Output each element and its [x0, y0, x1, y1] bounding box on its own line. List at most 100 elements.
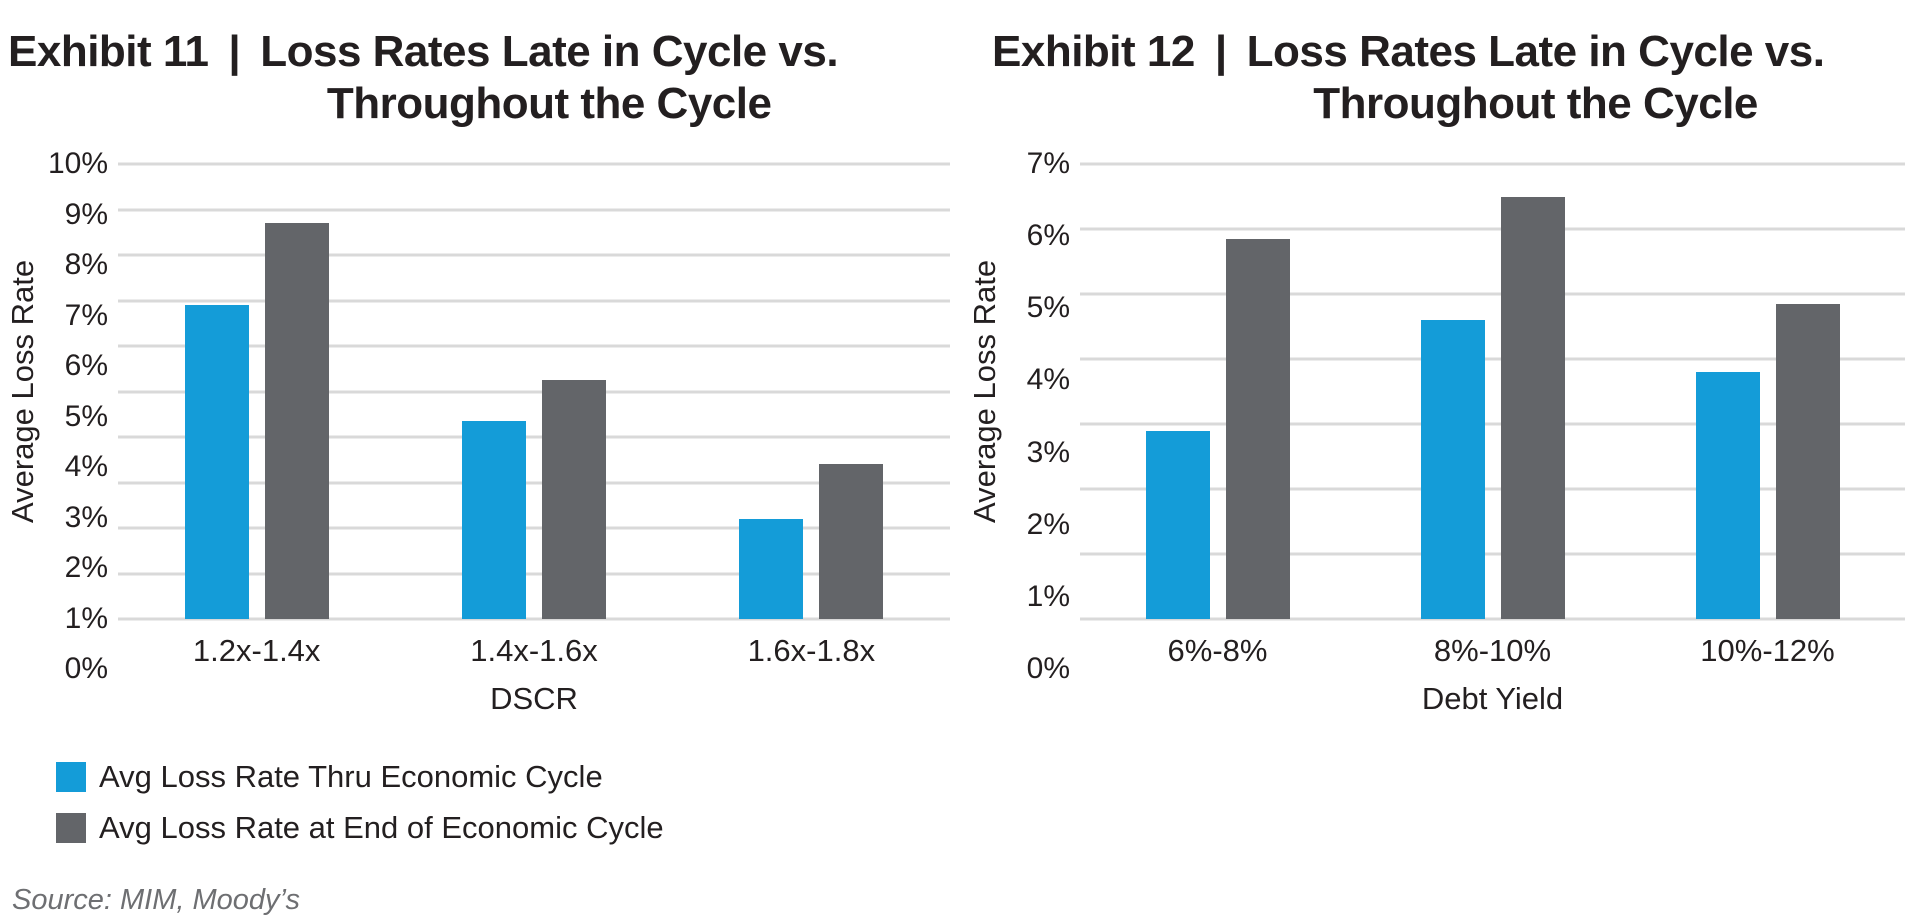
exhibit-12-title: Exhibit 12 | Loss Rates Late in Cycle vs… [962, 26, 1905, 130]
gridline [118, 162, 950, 166]
y-tick-label: 9% [64, 197, 108, 231]
bar-series-1 [1695, 372, 1760, 619]
y-axis-ticks: 10% 9% 8% 7% 6% 5% 4% 3% 2% 1% 0% [46, 147, 118, 685]
bar-group [1080, 164, 1355, 619]
bar-series-2 [1500, 196, 1565, 619]
gridline [1080, 227, 1905, 231]
y-tick-label: 10% [47, 147, 108, 180]
y-tick-label: 0% [64, 652, 108, 685]
y-tick-label: 4% [1026, 363, 1070, 397]
bar-series-1 [1420, 320, 1485, 619]
bar-series-1 [1145, 430, 1210, 619]
plot-area [1080, 162, 1905, 621]
y-tick-label: 7% [64, 298, 108, 332]
y-tick-label: 1% [64, 601, 108, 635]
plot-area [118, 162, 950, 621]
bar-series-1 [184, 305, 249, 619]
x-tick-label: 1.6x-1.8x [747, 633, 876, 668]
y-tick-label: 5% [1026, 291, 1070, 325]
bar-series-2 [264, 223, 329, 619]
y-tick-label: 2% [64, 551, 108, 584]
title-line-2: Throughout the Cycle [326, 79, 772, 128]
x-axis-ticks: 6%-8% 8%-10% 10%-12% [1080, 633, 1905, 669]
x-tick-label: 8%-10% [1433, 633, 1552, 668]
dscr-bar-chart: 10% 9% 8% 7% 6% 5% 4% 3% 2% 1% 0% 1.2x-1.4x 1.4x-1.6… [46, 147, 950, 685]
y-tick-label: 4% [64, 450, 108, 483]
title-separator: | [228, 27, 241, 76]
exhibit-12-panel: Exhibit 12 | Loss Rates Late in Cycle vs… [950, 26, 1913, 846]
legend-label-end-cycle: Avg Loss Rate at End of Economic Cycle [99, 810, 664, 845]
title-line-2: Throughout the Cycle [1313, 79, 1758, 128]
charts-row: Exhibit 11 | Loss Rates Late in Cycle vs… [0, 26, 1913, 846]
y-axis-title: Average Loss Rate [5, 259, 40, 524]
exhibit-12-chart-row: Average Loss Rate 7% 6% 5% 4% 3% 2% 1% 0% 6%-8% 8… [962, 147, 1905, 685]
x-tick-label: 1.2x-1.4x [192, 633, 321, 668]
debt-yield-bar-chart: 7% 6% 5% 4% 3% 2% 1% 0% 6%-8% 8%-10% 10%-12% [1008, 147, 1905, 685]
y-tick-label: 6% [64, 349, 108, 382]
gridline [1080, 487, 1905, 491]
title-line-1: Loss Rates Late in Cycle vs. [260, 27, 839, 76]
bar-group [118, 164, 395, 619]
gridline [118, 526, 950, 530]
x-axis-title: Debt Yield [1421, 681, 1564, 716]
exhibit-11-label: Exhibit 11 [8, 27, 209, 76]
source-note: Source: MIM, Moody’s [12, 884, 300, 916]
y-tick-label: 8% [64, 248, 108, 281]
exhibit-11-panel: Exhibit 11 | Loss Rates Late in Cycle vs… [0, 26, 950, 846]
legend-swatch-end-cycle [56, 813, 86, 843]
y-tick-label: 6% [1026, 219, 1070, 253]
legend-item-end-cycle: Avg Loss Rate at End of Economic Cycle [56, 810, 950, 846]
title-separator: | [1214, 27, 1227, 76]
y-tick-label: 1% [1026, 579, 1070, 613]
gridline [118, 344, 950, 348]
gridline [118, 435, 950, 439]
y-axis-title: Average Loss Rate [967, 259, 1002, 524]
y-tick-label: 2% [1026, 507, 1070, 541]
exhibit-11-title-text: Loss Rates Late in Cycle vs. Throughout … [260, 26, 838, 130]
x-tick-label: 10%-12% [1700, 633, 1835, 668]
bar-group [395, 164, 672, 619]
y-tick-label: 3% [1026, 435, 1070, 469]
plot-column: 6%-8% 8%-10% 10%-12% [1080, 162, 1905, 669]
gridline [1080, 162, 1905, 166]
gridline [1080, 552, 1905, 556]
y-axis-ticks: 7% 6% 5% 4% 3% 2% 1% 0% [1008, 147, 1080, 685]
gridline [1080, 292, 1905, 296]
exhibit-12-title-text: Loss Rates Late in Cycle vs. Throughout … [1247, 26, 1825, 130]
bar-groups [1080, 164, 1905, 619]
gridline [118, 390, 950, 393]
gridline [118, 208, 950, 211]
y-tick-label: 0% [1026, 652, 1070, 685]
exhibit-11-chart-row: Average Loss Rate 10% 9% 8% 7% 6% 5% 4% 3% 2% 1% 0… [0, 147, 950, 685]
bar-group [1630, 164, 1905, 619]
gridline [118, 617, 950, 621]
x-axis-title: DSCR [490, 681, 578, 716]
title-line-1: Loss Rates Late in Cycle vs. [1246, 27, 1825, 76]
bar-series-2 [1225, 238, 1290, 619]
gridline [118, 299, 950, 302]
bar-series-2 [541, 380, 606, 619]
gridline [118, 572, 950, 575]
x-axis-ticks: 1.2x-1.4x 1.4x-1.6x 1.6x-1.8x [118, 633, 950, 669]
gridline [1080, 357, 1905, 361]
gridline [1080, 617, 1905, 621]
legend-swatch-thru-cycle [56, 762, 86, 792]
bar-groups [118, 164, 950, 619]
bar-group [1355, 164, 1630, 619]
y-tick-label: 7% [1026, 147, 1070, 180]
gridline [118, 253, 950, 257]
legend-label-thru-cycle: Avg Loss Rate Thru Economic Cycle [99, 759, 603, 794]
exhibit-11-title: Exhibit 11 | Loss Rates Late in Cycle vs… [0, 26, 950, 130]
legend-item-thru-cycle: Avg Loss Rate Thru Economic Cycle [56, 759, 950, 795]
x-tick-label: 6%-8% [1167, 633, 1268, 668]
y-tick-label: 5% [64, 399, 108, 433]
legend: Avg Loss Rate Thru Economic Cycle Avg Lo… [56, 759, 950, 846]
bar-series-1 [461, 421, 526, 619]
bar-series-1 [739, 518, 804, 619]
bar-series-2 [1775, 303, 1840, 619]
exhibit-12-label: Exhibit 12 [992, 27, 1195, 76]
y-tick-label: 3% [64, 500, 108, 534]
bar-series-2 [819, 464, 884, 619]
gridline [118, 481, 950, 484]
